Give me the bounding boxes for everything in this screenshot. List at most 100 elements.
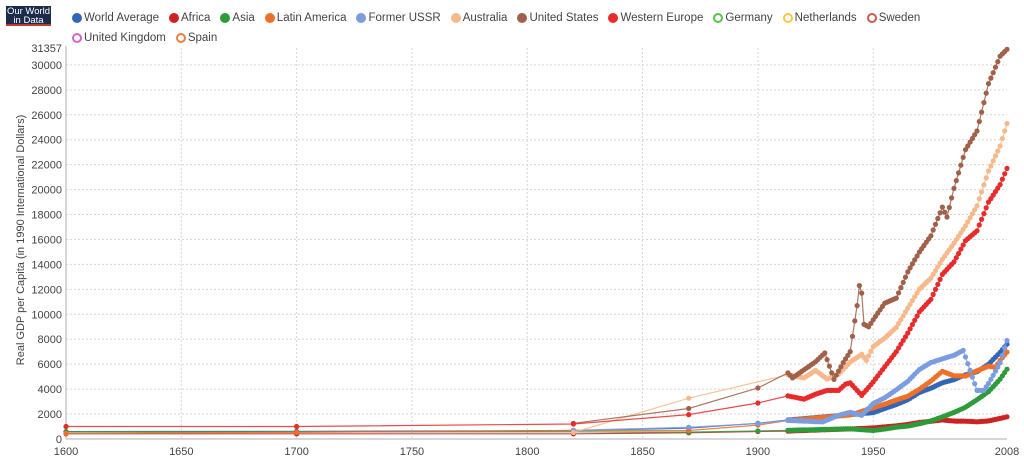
- data-point[interactable]: [905, 269, 911, 275]
- legend-item-netherlands[interactable]: Netherlands: [782, 9, 857, 26]
- data-point[interactable]: [969, 211, 976, 217]
- data-point[interactable]: [958, 246, 964, 252]
- data-point[interactable]: [976, 222, 982, 228]
- data-point[interactable]: [847, 349, 853, 355]
- data-point[interactable]: [928, 296, 934, 302]
- data-point[interactable]: [755, 400, 761, 406]
- data-point[interactable]: [1004, 414, 1010, 420]
- data-point[interactable]: [755, 385, 761, 391]
- data-point[interactable]: [988, 163, 994, 169]
- data-point[interactable]: [896, 290, 902, 296]
- data-point[interactable]: [63, 423, 69, 430]
- data-point[interactable]: [985, 380, 992, 387]
- data-point[interactable]: [999, 176, 1006, 182]
- data-point[interactable]: [946, 204, 952, 211]
- data-point[interactable]: [686, 405, 692, 412]
- data-point[interactable]: [985, 81, 992, 87]
- data-point[interactable]: [972, 381, 978, 387]
- data-point[interactable]: [63, 430, 69, 437]
- data-point[interactable]: [967, 215, 973, 221]
- legend-item-united-states[interactable]: United States: [517, 9, 598, 26]
- data-point[interactable]: [838, 364, 844, 370]
- legend-item-united-kingdom[interactable]: United Kingdom: [72, 29, 166, 46]
- series-australia[interactable]: [570, 120, 1010, 436]
- data-point[interactable]: [900, 313, 906, 319]
- data-point[interactable]: [898, 317, 904, 323]
- data-point[interactable]: [992, 153, 999, 159]
- data-point[interactable]: [856, 283, 863, 289]
- data-point[interactable]: [960, 242, 966, 248]
- data-point[interactable]: [974, 128, 980, 134]
- data-point[interactable]: [951, 259, 957, 265]
- data-point[interactable]: [967, 367, 973, 373]
- data-point[interactable]: [824, 357, 830, 363]
- data-point[interactable]: [898, 285, 904, 291]
- data-point[interactable]: [983, 90, 989, 96]
- data-point[interactable]: [905, 330, 911, 336]
- data-point[interactable]: [1004, 349, 1010, 355]
- data-point[interactable]: [755, 428, 761, 434]
- legend-item-sweden[interactable]: Sweden: [866, 9, 920, 26]
- data-point[interactable]: [995, 59, 1001, 65]
- data-point[interactable]: [893, 295, 899, 301]
- data-point[interactable]: [909, 321, 916, 328]
- series-united-states[interactable]: [570, 46, 1010, 426]
- data-point[interactable]: [896, 320, 902, 327]
- data-point[interactable]: [969, 135, 976, 142]
- data-point[interactable]: [905, 305, 911, 311]
- data-point[interactable]: [900, 279, 906, 285]
- data-point[interactable]: [570, 429, 577, 436]
- legend-item-africa[interactable]: Africa: [169, 9, 210, 26]
- data-point[interactable]: [907, 326, 913, 332]
- data-point[interactable]: [965, 361, 971, 367]
- series-western-europe[interactable]: [63, 165, 1010, 430]
- data-point[interactable]: [990, 372, 996, 378]
- data-point[interactable]: [1004, 120, 1010, 127]
- data-point[interactable]: [976, 196, 982, 202]
- data-point[interactable]: [956, 250, 962, 257]
- data-point[interactable]: [995, 364, 1001, 370]
- data-point[interactable]: [686, 424, 692, 430]
- data-point[interactable]: [997, 360, 1003, 366]
- data-point[interactable]: [914, 253, 920, 259]
- legend-item-asia[interactable]: Asia: [220, 9, 255, 26]
- data-point[interactable]: [990, 70, 996, 76]
- data-point[interactable]: [953, 178, 959, 184]
- data-point[interactable]: [965, 219, 971, 225]
- data-point[interactable]: [570, 421, 577, 427]
- data-point[interactable]: [1004, 337, 1010, 344]
- data-point[interactable]: [930, 291, 936, 297]
- data-point[interactable]: [988, 75, 994, 81]
- data-point[interactable]: [294, 429, 300, 435]
- data-point[interactable]: [909, 297, 916, 304]
- data-point[interactable]: [831, 376, 837, 382]
- data-point[interactable]: [896, 345, 902, 351]
- legend-item-australia[interactable]: Australia: [450, 9, 507, 26]
- data-point[interactable]: [972, 207, 978, 213]
- data-point[interactable]: [893, 324, 899, 330]
- data-point[interactable]: [995, 148, 1001, 154]
- data-point[interactable]: [958, 162, 964, 168]
- data-point[interactable]: [852, 318, 858, 324]
- data-point[interactable]: [992, 64, 999, 70]
- data-point[interactable]: [686, 412, 692, 418]
- data-point[interactable]: [930, 227, 936, 233]
- legend-item-germany[interactable]: Germany: [713, 9, 773, 26]
- data-point[interactable]: [914, 290, 920, 296]
- data-point[interactable]: [988, 376, 994, 382]
- data-point[interactable]: [983, 175, 989, 181]
- data-point[interactable]: [902, 274, 909, 280]
- legend-item-western-europe[interactable]: Western Europe: [608, 9, 703, 26]
- data-point[interactable]: [914, 313, 920, 319]
- our-world-in-data-logo[interactable]: Our World in Data: [6, 6, 51, 26]
- data-point[interactable]: [979, 109, 985, 115]
- data-point[interactable]: [992, 368, 999, 374]
- data-point[interactable]: [974, 228, 980, 234]
- data-point[interactable]: [932, 221, 939, 227]
- data-point[interactable]: [902, 309, 909, 315]
- data-point[interactable]: [942, 209, 948, 215]
- data-point[interactable]: [985, 168, 992, 174]
- data-point[interactable]: [907, 301, 913, 307]
- data-point[interactable]: [840, 360, 846, 366]
- data-point[interactable]: [868, 348, 874, 354]
